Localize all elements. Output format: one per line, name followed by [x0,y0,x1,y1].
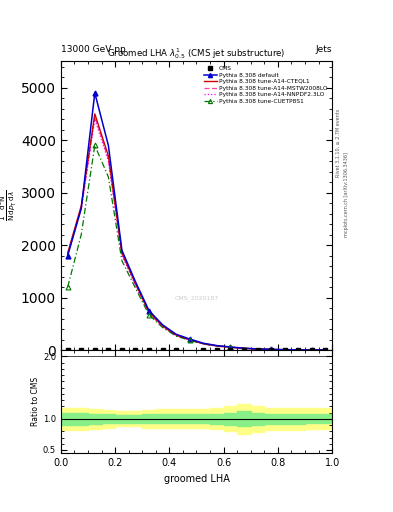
Text: CMS_2020187: CMS_2020187 [174,295,219,301]
Title: Groomed LHA $\lambda^{1}_{0.5}$ (CMS jet substructure): Groomed LHA $\lambda^{1}_{0.5}$ (CMS jet… [107,47,286,61]
Text: mcplots.cern.ch [arXiv:1306.3436]: mcplots.cern.ch [arXiv:1306.3436] [344,152,349,237]
X-axis label: groomed LHA: groomed LHA [163,474,230,483]
Text: Rivet 3.1.10, ≥ 2.7M events: Rivet 3.1.10, ≥ 2.7M events [336,109,341,178]
Y-axis label: $\frac{1}{\mathrm{N}}\frac{\mathrm{d}^2\mathrm{N}}{\mathrm{d}p_\mathrm{T}\,\math: $\frac{1}{\mathrm{N}}\frac{\mathrm{d}^2\… [0,190,18,221]
Text: Jets: Jets [316,45,332,54]
Text: 13000 GeV pp: 13000 GeV pp [61,45,126,54]
Legend: CMS, Pythia 8.308 default, Pythia 8.308 tune-A14-CTEQL1, Pythia 8.308 tune-A14-M: CMS, Pythia 8.308 default, Pythia 8.308 … [202,65,329,105]
Y-axis label: Ratio to CMS: Ratio to CMS [31,377,40,426]
